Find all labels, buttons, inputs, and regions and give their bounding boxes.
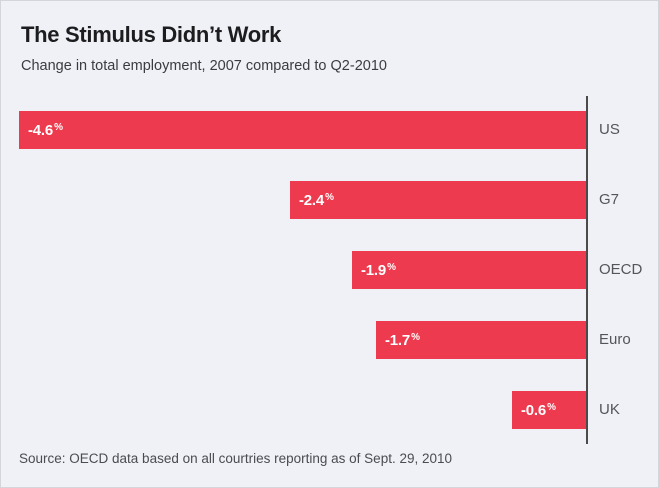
category-label: US <box>599 121 620 138</box>
bar-row: -4.6% US <box>19 111 620 149</box>
bar-row: -0.6% UK <box>19 391 620 429</box>
percent-sign: % <box>411 331 420 343</box>
chart-subtitle: Change in total employment, 2007 compare… <box>21 58 387 74</box>
source-note: Source: OECD data based on all courtries… <box>19 451 453 466</box>
percent-sign: % <box>547 401 556 413</box>
y-axis-line <box>586 96 588 444</box>
bar-row: -2.4% G7 <box>19 181 619 219</box>
value-label: -1.9 <box>361 261 387 279</box>
plot-area: -4.6% US -2.4% G7 -1.9% OECD -1.7% Euro … <box>1 96 658 444</box>
percent-sign: % <box>387 261 396 273</box>
value-bar: -1.9% <box>352 251 586 289</box>
value-label: -1.7 <box>385 331 411 349</box>
category-label: G7 <box>599 191 620 208</box>
chart-title: The Stimulus Didn’t Work <box>21 22 282 47</box>
bar-row: -1.9% OECD <box>19 251 642 289</box>
category-label: Euro <box>599 331 631 348</box>
value-bar: -2.4% <box>290 181 586 219</box>
category-label: UK <box>599 401 620 418</box>
category-label: OECD <box>599 261 643 278</box>
value-bar: -0.6% <box>512 391 586 429</box>
value-bar: -4.6% <box>19 111 586 149</box>
percent-sign: % <box>54 121 63 133</box>
value-label: -0.6 <box>521 401 547 419</box>
bar-row: -1.7% Euro <box>19 321 631 359</box>
value-bar: -1.7% <box>376 321 586 359</box>
value-label: -2.4 <box>299 191 325 209</box>
value-label: -4.6 <box>28 121 54 139</box>
percent-sign: % <box>325 191 334 203</box>
